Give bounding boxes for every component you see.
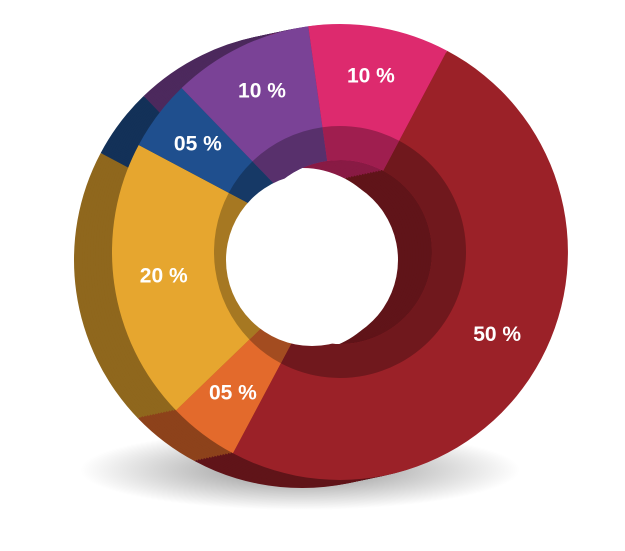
donut-hole [226,174,398,346]
slice-label-4: 05 % [174,132,222,155]
slice-inner-band-6 [322,126,400,171]
slice-label-6: 10 % [347,64,395,87]
slice-label-5: 10 % [238,80,286,103]
slice-inner-band-1 [280,140,467,379]
slice-label-3: 20 % [140,264,188,287]
slice-label-2: 05 % [209,382,257,405]
donut-labels: 50 % 05 % 20 % 05 % 10 % 10 % [140,64,522,404]
slice-inner-band-5 [252,127,328,186]
slice-label-1: 50 % [473,323,521,346]
